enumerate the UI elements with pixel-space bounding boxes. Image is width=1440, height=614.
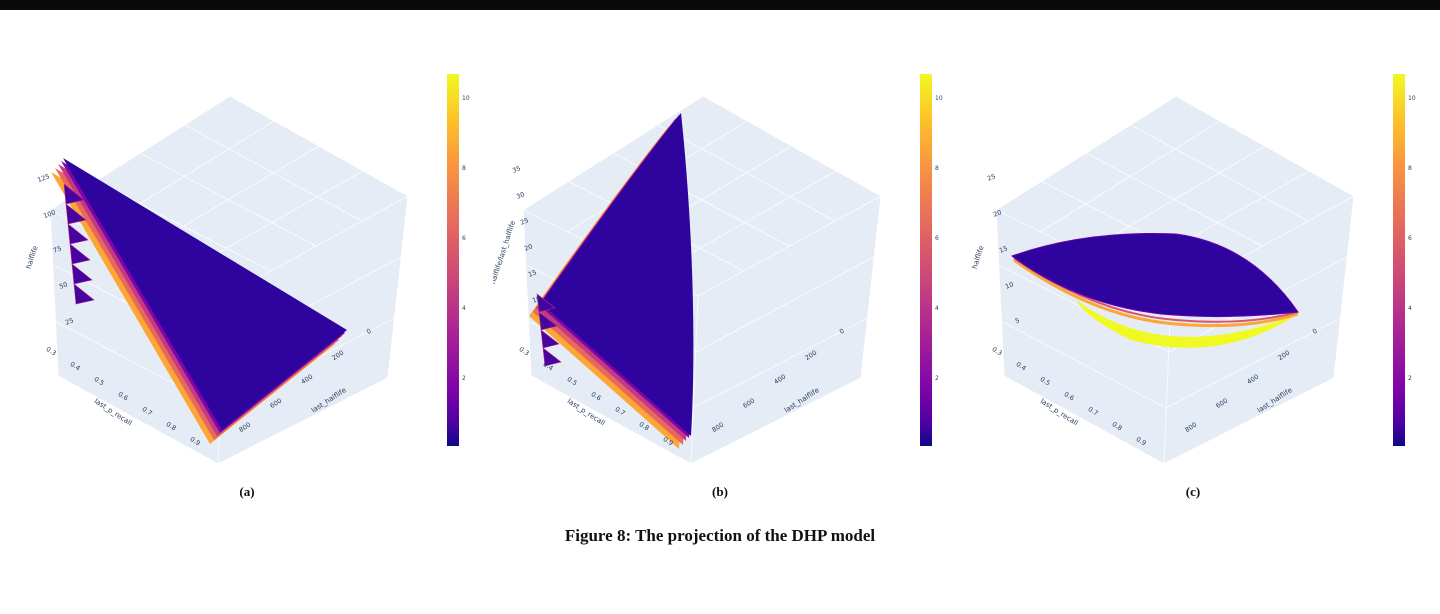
y-tick-label: 0 [1310,327,1318,336]
x-tick-label: 0.3 [990,345,1003,357]
surface-b [528,113,693,449]
z-tick-label: 50 [58,280,69,290]
colorbar-tick: 8 [1408,165,1412,172]
colorbar-tick: 8 [935,165,939,172]
panel-b: 35 30 25 20 15 10 5 halflife/last_halfli… [493,68,948,500]
subfigure-label-a: (a) [239,484,255,499]
y-tick-label: 0 [837,327,845,336]
z-tick-label: 30 [515,190,526,200]
colorbar-tick: 4 [462,305,466,312]
z-tick-label: 10 [531,294,542,304]
surface-c-top [1010,232,1299,318]
z-axis-title: halflife/last_halflife [493,220,517,285]
z-tick-label: 5 [539,320,546,329]
surface-a [50,158,347,444]
z-tick-label: 100 [42,208,56,220]
surface-c [1010,232,1299,348]
colorbar-gradient [1392,74,1405,446]
surface-c-underside-yellow [1075,300,1298,348]
surface-a-layer-stack [63,183,95,305]
colorbar-b: 10 8 6 4 2 [919,74,943,446]
z-tick-label: 20 [523,242,534,252]
z-tick-label: 15 [527,268,538,278]
figure-panels: 125 100 75 50 25 halflife 0.3 0.4 0.5 0.… [0,68,1440,500]
top-black-bar [0,0,1440,10]
z-tick-label: 5 [1014,316,1021,325]
panel-a: 125 100 75 50 25 halflife 0.3 0.4 0.5 0.… [20,68,475,500]
z-tick-label: 75 [52,244,63,254]
colorbar-tick: 6 [935,235,939,242]
z-tick-label: 35 [511,164,522,174]
z-axis-title: halflife [24,245,39,270]
z-tick-label: 125 [36,172,50,184]
colorbar-tick: 6 [1408,235,1412,242]
y-tick-label: 0 [364,327,372,336]
subfigure-label-c: (c) [1185,484,1201,499]
z-tick-label: 10 [1004,280,1015,290]
surface-b-layer-stack [536,293,562,367]
colorbar-tick: 10 [462,95,470,102]
surface-plot-c: 25 20 15 10 5 halflife 0.3 0.4 0.5 0.6 0… [970,74,1416,465]
subfigure-label-b: (b) [712,484,728,499]
colorbar-tick: 10 [935,95,943,102]
colorbar-a: 10 8 6 4 2 [446,74,470,446]
colorbar-tick: 4 [935,305,939,312]
z-tick-label: 25 [64,316,75,326]
x-tick-label: 0.3 [517,345,530,357]
surface-b-top [540,113,693,436]
surface-c-rim-orange [1012,258,1298,328]
colorbar-gradient [446,74,459,446]
colorbar-tick: 2 [462,375,466,382]
colorbar-tick: 4 [1408,305,1412,312]
colorbar-tick: 2 [935,375,939,382]
surface-a-top [62,158,347,430]
z-tick-label: 15 [998,244,1009,254]
figure-caption: Figure 8: The projection of the DHP mode… [564,526,876,545]
x-tick-label: 0.3 [44,345,57,357]
z-axis-title: halflife [970,245,985,270]
z-tick-label: 25 [519,216,530,226]
colorbar-tick: 2 [1408,375,1412,382]
surface-plot-b: 35 30 25 20 15 10 5 halflife/last_halfli… [493,74,943,465]
z-tick-label: 25 [986,172,997,182]
colorbar-c: 10 8 6 4 2 [1392,74,1416,446]
colorbar-tick: 8 [462,165,466,172]
z-tick-label: 20 [992,208,1003,218]
surface-plot-a: 125 100 75 50 25 halflife 0.3 0.4 0.5 0.… [24,74,470,465]
colorbar-tick: 10 [1408,95,1416,102]
panel-c: 25 20 15 10 5 halflife 0.3 0.4 0.5 0.6 0… [966,68,1421,500]
colorbar-gradient [919,74,932,446]
colorbar-tick: 6 [462,235,466,242]
